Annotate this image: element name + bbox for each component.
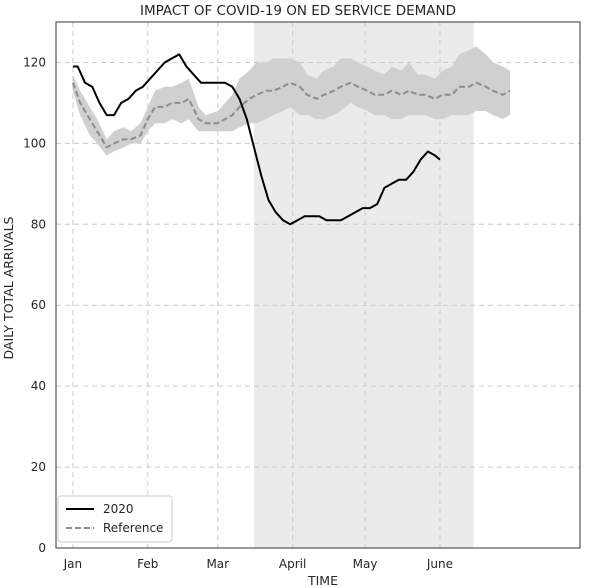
y-tick-label: 0	[38, 541, 46, 555]
plot-frame	[55, 21, 581, 549]
y-tick-label: 100	[23, 136, 46, 150]
y-tick-label: 60	[31, 298, 46, 312]
series-lines	[71, 53, 511, 226]
x-tick-label: April	[279, 557, 306, 571]
x-tick-label: Mar	[206, 557, 229, 571]
reference-confidence-band	[72, 46, 511, 156]
legend: 2020 Reference	[57, 495, 173, 543]
legend-2020-label: 2020	[103, 502, 134, 516]
y-tick-label: 40	[31, 379, 46, 393]
x-tick-label: Jan	[63, 557, 83, 571]
x-tick-label: June	[426, 557, 453, 571]
y-tick-label: 20	[31, 460, 46, 474]
x-tick-labels: Jan Feb Mar April May June	[63, 557, 453, 571]
series-line-reference	[71, 81, 511, 149]
series-line-2020	[72, 53, 441, 226]
x-axis-title: TIME	[307, 573, 338, 588]
x-tick-label: Feb	[137, 557, 158, 571]
legend-reference-label: Reference	[103, 521, 163, 535]
y-tick-label: 80	[31, 217, 46, 231]
reference-band	[72, 46, 511, 156]
legend-box	[57, 495, 173, 543]
y-tick-label: 120	[23, 55, 46, 69]
chart-title: IMPACT OF COVID-19 ON ED SERVICE DEMAND	[140, 3, 456, 19]
x-tick-label: May	[353, 557, 378, 571]
y-axis-title: DAILY TOTAL ARRIVALS	[1, 216, 16, 359]
y-tick-labels: 0 20 40 60 80 100 120	[23, 55, 46, 555]
